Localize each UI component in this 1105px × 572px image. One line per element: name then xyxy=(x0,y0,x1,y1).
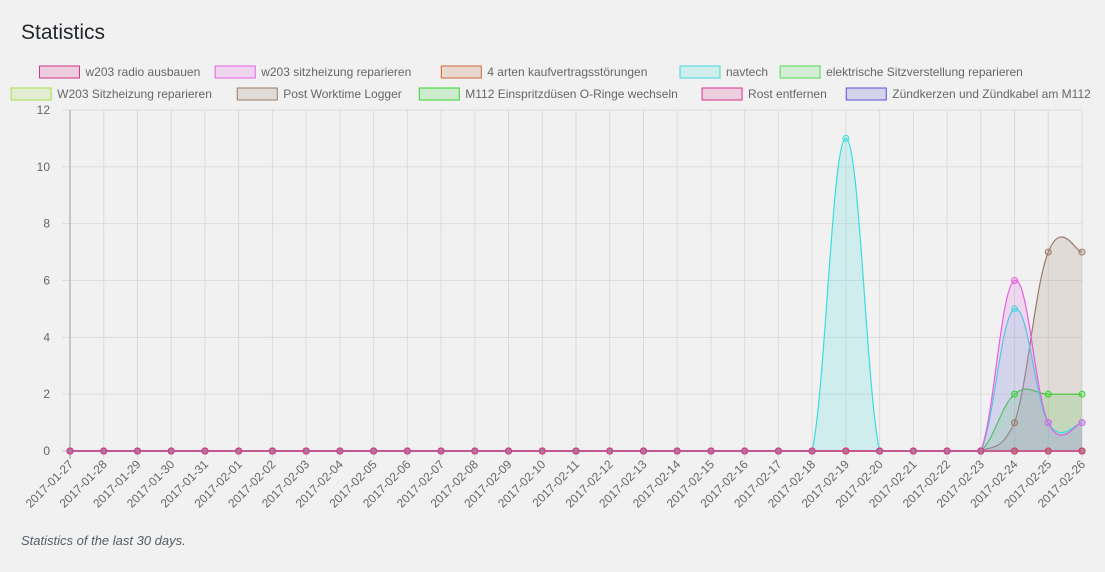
data-point xyxy=(505,447,513,455)
legend-swatch xyxy=(701,87,743,101)
chart-caption: Statistics of the last 30 days. xyxy=(21,533,186,548)
data-point xyxy=(1011,305,1019,313)
legend-item: elektrische Sitzverstellung reparieren xyxy=(779,65,1023,79)
data-point xyxy=(66,447,74,455)
y-tick-label: 10 xyxy=(37,160,51,174)
data-point xyxy=(1011,277,1019,284)
legend-swatch xyxy=(236,87,278,101)
legend-swatch xyxy=(10,87,52,101)
legend-item: 4 arten kaufvertragsstörungen xyxy=(440,65,647,79)
chart-legend: w203 radio ausbauen w203 sitzheizung repa… xyxy=(10,65,1091,101)
legend-swatch xyxy=(679,65,721,79)
data-point xyxy=(538,447,546,455)
data-point xyxy=(707,447,715,455)
x-axis: 2017-01-272017-01-282017-01-292017-01-30… xyxy=(23,457,1089,511)
data-point xyxy=(336,447,344,455)
legend-swatch xyxy=(39,65,80,79)
legend-item: navtech xyxy=(679,65,768,79)
legend-item: w203 sitzheizung reparieren xyxy=(214,65,411,79)
legend-item: Post Worktime Logger xyxy=(236,87,402,101)
legend-item: w203 radio ausbauen xyxy=(39,65,201,79)
legend-label: elektrische Sitzverstellung reparieren xyxy=(826,65,1023,79)
data-point xyxy=(909,447,917,455)
data-point xyxy=(167,447,175,455)
legend-label: w203 sitzheizung reparieren xyxy=(260,65,411,79)
chart-areas xyxy=(69,137,1083,452)
data-point xyxy=(639,447,647,455)
data-point xyxy=(1078,390,1086,398)
data-point xyxy=(370,447,378,455)
data-point xyxy=(100,447,108,455)
data-point xyxy=(943,447,951,455)
data-point xyxy=(1044,390,1052,398)
legend-label: Zündkerzen und Zündkabel am M112 xyxy=(892,87,1091,101)
data-point xyxy=(201,447,209,455)
y-tick-label: 4 xyxy=(43,330,50,344)
legend-label: M112 Einspritzdüsen O-Ringe wechseln xyxy=(465,87,678,101)
legend-swatch xyxy=(779,65,821,79)
y-tick-label: 2 xyxy=(43,387,50,401)
data-point xyxy=(673,447,681,455)
legend-swatch xyxy=(214,65,256,79)
legend-item: Zündkerzen und Zündkabel am M112 xyxy=(845,87,1091,101)
data-point xyxy=(1078,248,1086,256)
chart-grid xyxy=(62,109,1083,459)
y-tick-label: 6 xyxy=(43,274,50,288)
data-point xyxy=(1078,447,1086,455)
data-point xyxy=(842,447,850,455)
page-title: Statistics xyxy=(21,21,106,44)
data-point xyxy=(235,447,243,455)
legend-item: W203 Sitzheizung reparieren xyxy=(10,87,212,101)
data-point xyxy=(977,447,985,455)
data-point xyxy=(876,447,884,455)
data-point xyxy=(1044,419,1052,427)
data-point xyxy=(1044,248,1052,256)
data-point xyxy=(1044,447,1052,455)
y-tick-label: 12 xyxy=(37,103,51,117)
legend-swatch xyxy=(845,87,887,101)
statistics-chart: w203 radio ausbauen w203 sitzheizung repa… xyxy=(10,65,1091,511)
y-axis: 0 2 4 6 8 10 12 xyxy=(37,103,51,458)
data-point xyxy=(1011,419,1019,427)
data-point xyxy=(302,447,310,455)
legend-label: W203 Sitzheizung reparieren xyxy=(57,87,212,101)
y-tick-label: 0 xyxy=(43,444,50,458)
data-point xyxy=(1078,419,1086,427)
chart-points xyxy=(66,134,1086,455)
data-point xyxy=(133,447,141,455)
legend-label: Rost entfernen xyxy=(748,87,827,101)
legend-label: navtech xyxy=(726,65,768,79)
y-tick-label: 8 xyxy=(43,217,50,231)
data-point xyxy=(471,447,479,455)
data-point xyxy=(808,447,816,455)
data-point xyxy=(572,447,580,455)
legend-label: 4 arten kaufvertragsstörungen xyxy=(487,65,647,79)
legend-label: w203 radio ausbauen xyxy=(85,65,201,79)
data-point xyxy=(1011,447,1019,455)
series-area xyxy=(70,138,1082,451)
data-point xyxy=(1011,390,1019,398)
data-point xyxy=(437,447,445,455)
data-point xyxy=(403,447,411,455)
data-point xyxy=(741,447,749,455)
legend-item: M112 Einspritzdüsen O-Ringe wechseln xyxy=(418,87,678,101)
legend-swatch xyxy=(440,65,482,79)
data-point xyxy=(268,447,276,455)
data-point xyxy=(774,447,782,455)
legend-swatch xyxy=(418,87,460,101)
data-point xyxy=(606,447,614,455)
legend-label: Post Worktime Logger xyxy=(283,87,402,101)
data-point xyxy=(842,134,850,142)
legend-item: Rost entfernen xyxy=(701,87,827,101)
